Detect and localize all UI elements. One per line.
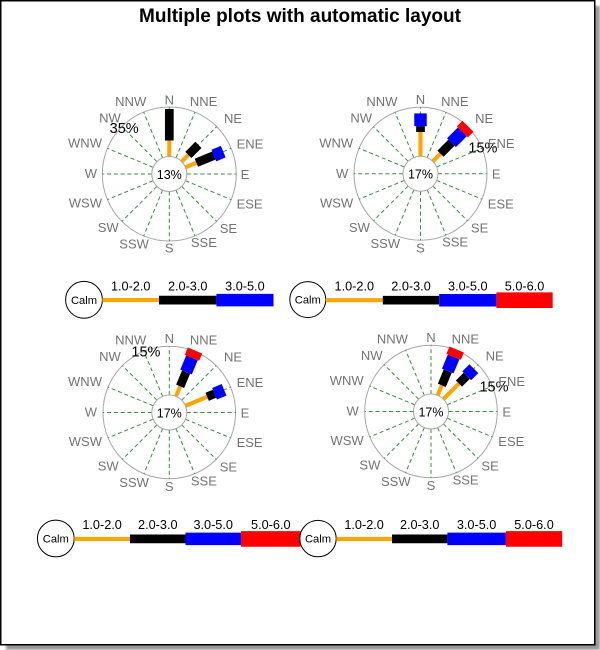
svg-text:2.0-3.0: 2.0-3.0	[391, 279, 431, 293]
svg-text:W: W	[85, 405, 98, 420]
svg-text:SSE: SSE	[191, 235, 217, 250]
svg-text:ESE: ESE	[498, 434, 524, 449]
svg-text:NE: NE	[224, 111, 242, 126]
svg-text:3.0-5.0: 3.0-5.0	[225, 279, 265, 293]
svg-text:2.0-3.0: 2.0-3.0	[138, 518, 178, 532]
svg-text:2.0-3.0: 2.0-3.0	[168, 279, 208, 293]
svg-text:1.0-2.0: 1.0-2.0	[344, 518, 384, 532]
svg-text:2.0-3.0: 2.0-3.0	[400, 518, 440, 532]
svg-text:S: S	[165, 479, 174, 494]
svg-text:1.0-2.0: 1.0-2.0	[335, 279, 375, 293]
svg-text:NW: NW	[99, 349, 121, 364]
svg-text:ENE: ENE	[237, 137, 264, 152]
svg-text:ESE: ESE	[237, 435, 263, 450]
svg-text:E: E	[492, 167, 501, 182]
svg-text:SSW: SSW	[381, 474, 411, 489]
svg-text:13%: 13%	[157, 168, 182, 182]
svg-text:NE: NE	[475, 111, 493, 126]
svg-text:NE: NE	[224, 350, 242, 365]
svg-text:Calm: Calm	[71, 295, 97, 307]
svg-text:W: W	[346, 404, 359, 419]
svg-text:ESE: ESE	[488, 196, 514, 211]
svg-text:SSE: SSE	[191, 473, 217, 488]
svg-text:17%: 17%	[408, 168, 433, 182]
svg-text:Multiple plots with automatic: Multiple plots with automatic layout	[139, 6, 462, 27]
svg-text:WNW: WNW	[68, 374, 103, 389]
svg-text:NW: NW	[99, 111, 121, 126]
svg-text:SSW: SSW	[119, 475, 149, 490]
svg-text:N: N	[165, 331, 174, 346]
svg-text:E: E	[241, 167, 250, 182]
svg-text:NNW: NNW	[115, 94, 147, 109]
svg-text:15%: 15%	[479, 380, 508, 396]
svg-text:WSW: WSW	[320, 195, 354, 210]
svg-text:5.0-6.0: 5.0-6.0	[505, 279, 545, 293]
svg-text:Calm: Calm	[43, 534, 69, 546]
svg-text:NNE: NNE	[452, 332, 480, 347]
svg-text:35%: 35%	[110, 121, 139, 137]
svg-text:NW: NW	[350, 110, 372, 125]
svg-text:15%: 15%	[468, 140, 497, 156]
svg-text:E: E	[502, 405, 511, 420]
svg-text:SW: SW	[98, 220, 120, 235]
svg-text:3.0-5.0: 3.0-5.0	[457, 518, 497, 532]
svg-text:SW: SW	[98, 459, 120, 474]
svg-text:ENE: ENE	[237, 375, 264, 390]
svg-text:SSE: SSE	[453, 472, 479, 487]
svg-text:S: S	[165, 241, 174, 256]
svg-text:ENE: ENE	[498, 374, 525, 389]
svg-text:17%: 17%	[157, 406, 182, 420]
svg-text:ESE: ESE	[237, 197, 263, 212]
svg-text:SE: SE	[481, 458, 499, 473]
svg-text:W: W	[85, 166, 98, 181]
svg-text:E: E	[241, 406, 250, 421]
svg-text:S: S	[416, 240, 425, 255]
svg-text:17%: 17%	[418, 405, 443, 419]
svg-text:NNE: NNE	[441, 94, 469, 109]
svg-text:WSW: WSW	[69, 434, 103, 449]
svg-text:5.0-6.0: 5.0-6.0	[251, 518, 291, 532]
svg-text:SSE: SSE	[442, 235, 468, 250]
svg-text:Calm: Calm	[295, 295, 321, 307]
svg-text:SW: SW	[349, 220, 371, 235]
svg-text:NNW: NNW	[366, 94, 398, 109]
svg-text:SE: SE	[471, 221, 489, 236]
svg-text:NE: NE	[486, 349, 504, 364]
svg-text:W: W	[336, 166, 349, 181]
svg-text:WNW: WNW	[68, 136, 103, 151]
svg-text:NNW: NNW	[115, 333, 147, 348]
svg-text:SE: SE	[220, 221, 238, 236]
svg-text:WSW: WSW	[69, 196, 103, 211]
svg-text:NW: NW	[361, 348, 383, 363]
svg-text:1.0-2.0: 1.0-2.0	[111, 279, 151, 293]
svg-text:1.0-2.0: 1.0-2.0	[82, 518, 122, 532]
svg-text:NNW: NNW	[377, 332, 409, 347]
svg-text:N: N	[426, 330, 435, 345]
svg-text:NNE: NNE	[190, 333, 218, 348]
svg-text:N: N	[416, 92, 425, 107]
svg-text:3.0-5.0: 3.0-5.0	[193, 518, 233, 532]
svg-text:3.0-5.0: 3.0-5.0	[448, 279, 488, 293]
svg-text:5.0-6.0: 5.0-6.0	[514, 518, 554, 532]
svg-text:SSW: SSW	[370, 236, 400, 251]
svg-text:Calm: Calm	[305, 534, 331, 546]
svg-text:WNW: WNW	[319, 135, 354, 150]
svg-text:WNW: WNW	[330, 373, 365, 388]
svg-text:15%: 15%	[131, 345, 160, 361]
svg-text:SSW: SSW	[119, 237, 149, 252]
svg-text:S: S	[427, 478, 436, 493]
svg-text:SW: SW	[359, 458, 381, 473]
svg-text:SE: SE	[220, 459, 238, 474]
svg-text:NNE: NNE	[190, 94, 218, 109]
svg-text:WSW: WSW	[330, 433, 364, 448]
svg-text:N: N	[165, 93, 174, 108]
svg-text:ENE: ENE	[488, 136, 515, 151]
